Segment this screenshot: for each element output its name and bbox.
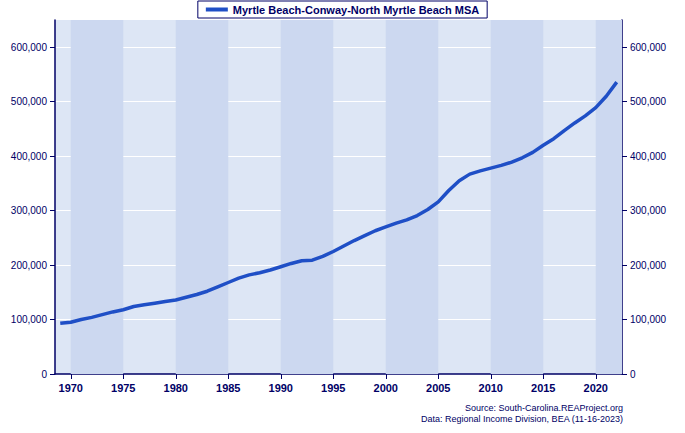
svg-text:500,000: 500,000	[11, 96, 48, 107]
svg-text:1985: 1985	[216, 382, 240, 394]
svg-text:400,000: 400,000	[11, 151, 48, 162]
svg-text:200,000: 200,000	[11, 260, 48, 271]
svg-text:2015: 2015	[531, 382, 555, 394]
svg-text:600,000: 600,000	[11, 42, 48, 53]
svg-text:1990: 1990	[269, 382, 293, 394]
svg-text:2005: 2005	[426, 382, 450, 394]
svg-text:1995: 1995	[321, 382, 345, 394]
svg-text:2010: 2010	[479, 382, 503, 394]
svg-text:2000: 2000	[374, 382, 398, 394]
svg-text:300,000: 300,000	[630, 205, 667, 216]
svg-text:Source: South-Carolina.REAProj: Source: South-Carolina.REAProject.org	[465, 403, 623, 413]
svg-text:0: 0	[630, 369, 636, 380]
svg-text:1980: 1980	[164, 382, 188, 394]
svg-text:100,000: 100,000	[11, 314, 48, 325]
svg-text:2020: 2020	[584, 382, 608, 394]
svg-text:1975: 1975	[111, 382, 135, 394]
svg-text:100,000: 100,000	[630, 314, 667, 325]
svg-text:400,000: 400,000	[630, 151, 667, 162]
svg-text:1970: 1970	[59, 382, 83, 394]
svg-text:300,000: 300,000	[11, 205, 48, 216]
svg-text:500,000: 500,000	[630, 96, 667, 107]
svg-text:0: 0	[41, 369, 47, 380]
svg-text:Data: Regional Income Division: Data: Regional Income Division, BEA (11-…	[421, 414, 623, 424]
svg-text:600,000: 600,000	[630, 42, 667, 53]
svg-text:200,000: 200,000	[630, 260, 667, 271]
svg-text:Myrtle Beach-Conway-North Myrt: Myrtle Beach-Conway-North Myrtle Beach M…	[233, 4, 479, 16]
